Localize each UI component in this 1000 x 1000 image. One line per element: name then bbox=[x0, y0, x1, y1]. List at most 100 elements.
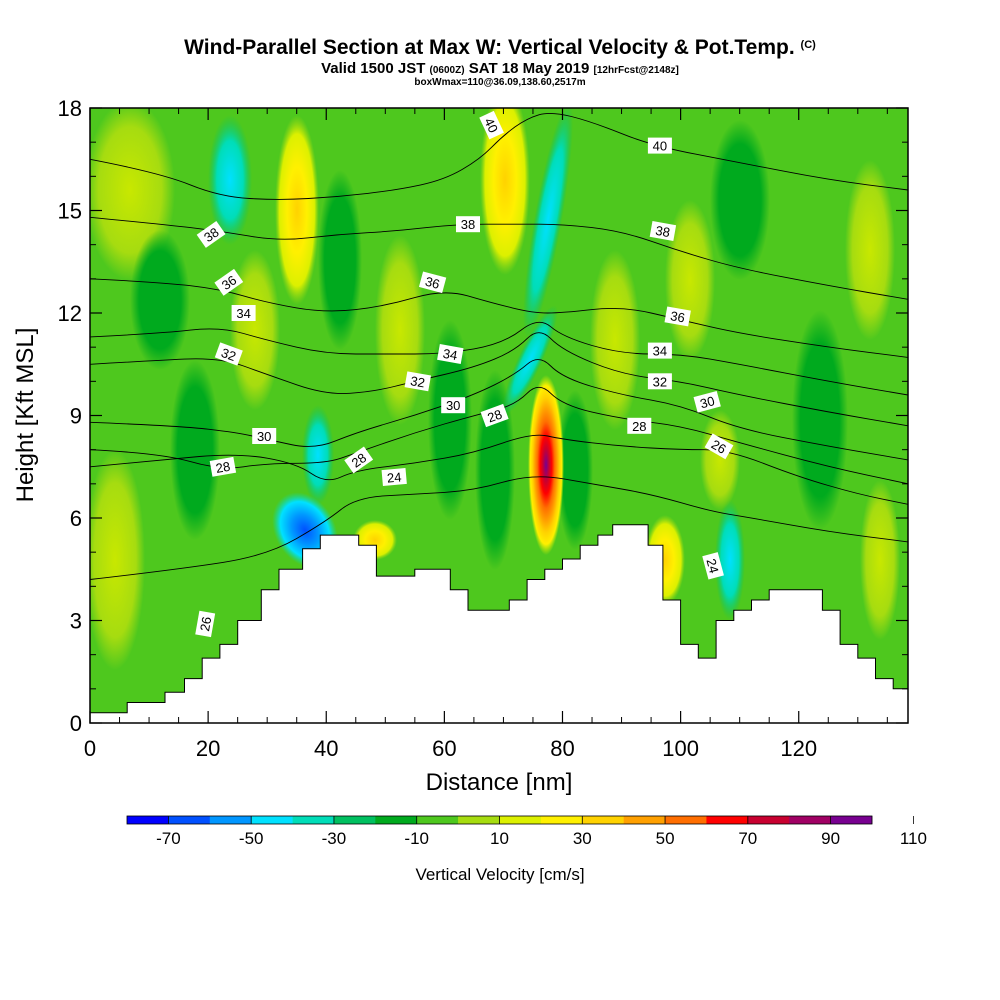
isentrope-label-box bbox=[480, 403, 509, 428]
isentrope-label: 32 bbox=[647, 373, 672, 390]
subtitle-utc: (0600Z) bbox=[429, 65, 465, 76]
isentrope-label-text: 30 bbox=[257, 429, 271, 444]
isentrope-label: 28 bbox=[480, 403, 509, 428]
field-blob-light bbox=[700, 410, 740, 510]
isentrope-label: 34 bbox=[437, 344, 464, 364]
isentrope-label-text: 32 bbox=[219, 345, 238, 364]
isentrope-label: 32 bbox=[404, 371, 432, 392]
isentrope-label: 38 bbox=[196, 220, 226, 248]
colorbar-tick-label: 110 bbox=[900, 829, 927, 848]
x-tick-label: 120 bbox=[780, 736, 817, 761]
isentrope-label-box bbox=[214, 268, 244, 296]
y-axis-label: Height [Kft MSL] bbox=[12, 328, 39, 503]
isentrope-label-text: 32 bbox=[409, 373, 426, 390]
colorbar-swatch bbox=[747, 816, 790, 824]
colorbar-swatch bbox=[665, 816, 707, 824]
chart-subtitle-box: boxWmax=110@36.09,138.60,2517m bbox=[414, 77, 586, 88]
isentrope-label-text: 26 bbox=[197, 616, 214, 633]
isentrope-label-text: 38 bbox=[201, 225, 221, 246]
isentrope-label-box bbox=[702, 552, 724, 580]
isentrope-40 bbox=[90, 112, 908, 200]
field-blob-darkgreen bbox=[792, 310, 848, 530]
y-tick-label: 18 bbox=[58, 96, 82, 121]
isentrope-label: 36 bbox=[418, 271, 447, 294]
colorbar: -70 -50 -30 -10 10 30 50 70 90 110 bbox=[126, 815, 927, 848]
isentrope-label: 26 bbox=[704, 433, 734, 460]
subtitle-date: SAT 18 May 2019 bbox=[468, 60, 590, 77]
isentrope-label-text: 28 bbox=[349, 450, 369, 471]
colorbar-swatch bbox=[333, 816, 376, 824]
isentrope-label-box bbox=[647, 342, 672, 359]
isentrope-label-text: 38 bbox=[654, 223, 671, 240]
isentrope-label: 26 bbox=[195, 610, 216, 638]
isentrope-label-box bbox=[195, 610, 216, 638]
isentrope-label-box bbox=[437, 344, 464, 364]
field-blob-cyan bbox=[523, 108, 573, 339]
field-blob-darkgreen bbox=[170, 360, 220, 540]
isentrope-label-box bbox=[479, 110, 504, 140]
isentrope-label-text: 24 bbox=[386, 469, 402, 485]
isentrope-label: 36 bbox=[664, 306, 691, 327]
field-updraft-core bbox=[528, 375, 564, 555]
field-blob-light bbox=[590, 250, 640, 430]
field-blob-cyan bbox=[208, 115, 252, 245]
chart-title: Wind-Parallel Section at Max W: Vertical… bbox=[0, 36, 1000, 60]
isentrope-label-text: 28 bbox=[215, 459, 232, 476]
colorbar-swatch bbox=[499, 816, 542, 824]
isentrope-label-box bbox=[693, 390, 721, 413]
isentrope-label-box bbox=[418, 271, 447, 294]
isentrope-label-text: 30 bbox=[698, 393, 716, 411]
field-blob-darkgreen bbox=[318, 170, 362, 350]
isentrope-label: 30 bbox=[441, 397, 466, 414]
isentrope-label-text: 40 bbox=[481, 116, 501, 135]
field-blob-darkgreen bbox=[710, 120, 770, 280]
field-blob-light bbox=[90, 450, 145, 670]
colorbar-label: Vertical Velocity [cm/s] bbox=[415, 865, 584, 884]
colorbar-tick-label: -30 bbox=[322, 829, 347, 848]
isentrope-label-text: 36 bbox=[219, 272, 239, 293]
title-mark: (C) bbox=[800, 39, 816, 51]
y-tick-label: 6 bbox=[70, 506, 82, 531]
isentrope-label: 28 bbox=[627, 417, 652, 434]
isentrope-label: 34 bbox=[647, 342, 672, 359]
field-blob-cyan bbox=[715, 500, 745, 620]
isentrope-label: 28 bbox=[344, 446, 374, 474]
isentrope-label-text: 26 bbox=[709, 437, 729, 457]
isentrope-label-text: 30 bbox=[446, 398, 460, 413]
isentrope-label-text: 24 bbox=[704, 557, 722, 575]
isentrope-label: 40 bbox=[647, 137, 672, 154]
colorbar-swatch bbox=[789, 816, 831, 824]
isentrope-label-text: 38 bbox=[461, 217, 475, 232]
x-tick-label: 80 bbox=[550, 736, 574, 761]
isentrope-label-box bbox=[214, 342, 243, 366]
colorbar-tick-label: 30 bbox=[573, 829, 592, 848]
colorbar-swatch bbox=[416, 816, 459, 824]
vertical-velocity-field bbox=[90, 108, 908, 723]
isentrope-label-box bbox=[252, 428, 277, 444]
isentrope-26 bbox=[90, 434, 908, 505]
isentrope-label-text: 36 bbox=[424, 274, 442, 292]
isentrope-label: 30 bbox=[693, 390, 721, 413]
isentrope-label: 28 bbox=[209, 456, 237, 477]
isentrope-label: 24 bbox=[702, 552, 724, 580]
isentrope-label-text: 32 bbox=[653, 374, 667, 389]
isentrope-label-text: 36 bbox=[669, 308, 686, 325]
chart-subtitle: Valid 1500 JST (0600Z) SAT 18 May 2019 [… bbox=[0, 60, 1000, 77]
colorbar-swatch bbox=[127, 816, 169, 824]
isentrope-24 bbox=[90, 476, 908, 580]
isentrope-38 bbox=[90, 216, 908, 300]
y-tick-label: 3 bbox=[70, 609, 82, 634]
title-text: Wind-Parallel Section at Max W: Vertical… bbox=[184, 36, 795, 59]
colorbar-tick-label: 10 bbox=[490, 829, 509, 848]
isentrope-label-box bbox=[196, 220, 226, 248]
isentrope-label-text: 34 bbox=[442, 346, 459, 363]
isentrope-label-box bbox=[664, 306, 691, 327]
isentrope-label: 24 bbox=[381, 467, 407, 487]
isentrope-label-box bbox=[456, 216, 480, 233]
field-blob-yellow bbox=[480, 108, 530, 275]
colorbar-swatch bbox=[623, 816, 666, 824]
field-blob-cyan bbox=[502, 305, 558, 415]
colorbar-swatch bbox=[168, 816, 211, 824]
x-axis-label: Distance [nm] bbox=[426, 769, 573, 796]
isentrope-label-box bbox=[704, 433, 734, 460]
